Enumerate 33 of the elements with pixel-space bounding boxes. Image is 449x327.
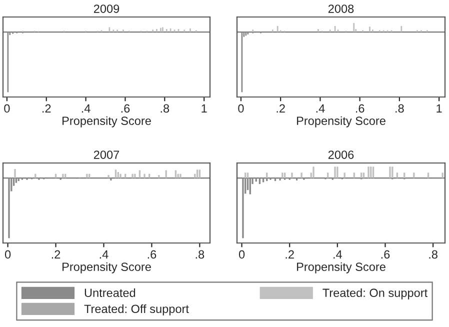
- x-axis-title: Propensity Score: [62, 262, 151, 274]
- legend-label: Treated: On support: [322, 288, 428, 300]
- x-axis-title: Propensity Score: [62, 116, 151, 128]
- chart-title: 2009: [94, 4, 120, 13]
- x-tick-label: .6: [121, 104, 130, 113]
- x-tick-label: .8: [429, 250, 438, 259]
- x-tick-label: .6: [381, 250, 390, 259]
- x-tick-label: .2: [286, 250, 294, 258]
- legend-label: Treated: Off support: [84, 304, 189, 316]
- x-tick-label: .2: [52, 250, 60, 258]
- x-tick-label: .6: [356, 104, 364, 113]
- x-axis-title: Propensity Score: [297, 262, 386, 274]
- x-tick-label: .8: [160, 104, 170, 113]
- chart-title: 2008: [328, 4, 354, 13]
- x-tick-label: 0: [4, 104, 10, 113]
- x-tick-label: .6: [148, 250, 156, 259]
- x-axis-title: Propensity Score: [297, 116, 386, 128]
- legend-label: Untreated: [84, 288, 136, 298]
- x-tick-label: .4: [100, 250, 108, 258]
- x-tick-label: 1: [202, 104, 207, 112]
- x-tick-label: 0: [238, 250, 245, 259]
- x-tick-label: .8: [396, 104, 404, 113]
- x-tick-label: 0: [238, 104, 244, 113]
- x-tick-label: .2: [276, 104, 285, 112]
- x-tick-label: .2: [42, 104, 51, 112]
- x-tick-label: .4: [316, 104, 325, 112]
- x-tick-label: .4: [82, 104, 90, 112]
- x-tick-label: .4: [334, 250, 342, 258]
- x-tick-label: .8: [196, 250, 204, 259]
- x-tick-label: 1: [436, 104, 442, 112]
- chart-title: 2006: [328, 150, 354, 159]
- x-tick-label: 0: [4, 250, 11, 259]
- chart-title: 2007: [94, 150, 120, 159]
